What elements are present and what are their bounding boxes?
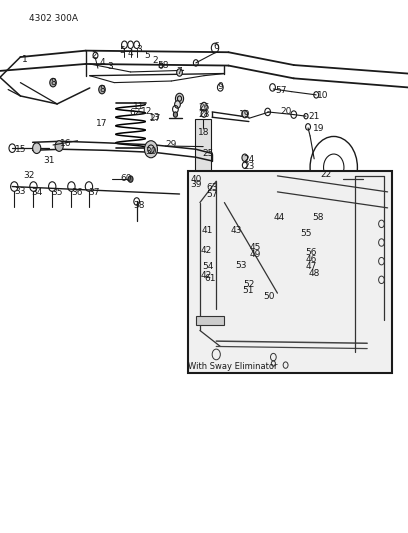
Text: 19: 19 [239, 110, 251, 118]
Text: 38: 38 [133, 201, 144, 210]
Text: 2: 2 [152, 56, 158, 65]
Text: 2: 2 [91, 51, 97, 60]
Text: 45: 45 [249, 244, 261, 252]
Text: 25: 25 [202, 149, 214, 158]
Text: 39: 39 [190, 180, 202, 189]
Text: 4: 4 [99, 58, 105, 67]
Circle shape [33, 143, 41, 154]
Text: 42: 42 [201, 271, 212, 279]
Text: 50: 50 [264, 292, 275, 301]
Circle shape [177, 69, 182, 76]
Text: 57: 57 [276, 86, 287, 95]
Circle shape [242, 110, 248, 118]
Bar [188, 171, 392, 373]
Text: 17: 17 [96, 119, 108, 128]
Text: 8: 8 [99, 85, 105, 94]
Text: 1: 1 [22, 55, 27, 64]
Text: 32: 32 [23, 172, 34, 180]
Text: 35: 35 [51, 189, 63, 197]
Text: 47: 47 [306, 262, 317, 271]
Circle shape [201, 102, 207, 111]
Circle shape [173, 112, 177, 117]
Text: 52: 52 [243, 280, 255, 288]
Text: 4302 300A: 4302 300A [29, 14, 78, 23]
Text: 27: 27 [149, 114, 161, 123]
Circle shape [175, 93, 184, 104]
Circle shape [242, 154, 248, 161]
Text: 23: 23 [243, 162, 255, 171]
Text: 11: 11 [133, 102, 144, 111]
Text: 21: 21 [308, 112, 320, 120]
Text: 61: 61 [205, 274, 216, 282]
Text: 18: 18 [198, 128, 210, 136]
Circle shape [128, 176, 133, 182]
Text: 36: 36 [72, 189, 83, 197]
Text: 30: 30 [145, 147, 157, 156]
Text: 58: 58 [313, 213, 324, 222]
Bar [195, 119, 211, 175]
Circle shape [99, 85, 105, 94]
Text: 42: 42 [201, 246, 212, 255]
Text: 51: 51 [242, 286, 254, 295]
Text: 63: 63 [206, 183, 218, 192]
Text: 24: 24 [243, 156, 255, 164]
Text: 34: 34 [31, 189, 42, 197]
Text: 29: 29 [166, 141, 177, 149]
Text: 28: 28 [198, 110, 210, 119]
Text: 5: 5 [144, 51, 150, 60]
Text: 10: 10 [317, 92, 328, 100]
Circle shape [50, 78, 56, 87]
Circle shape [144, 141, 157, 158]
Text: 26: 26 [198, 103, 210, 112]
Text: 40: 40 [190, 175, 202, 183]
Text: 31: 31 [43, 157, 55, 165]
Text: 3: 3 [136, 45, 142, 53]
Text: 22: 22 [321, 170, 332, 179]
Text: 12: 12 [141, 108, 153, 116]
Text: 41: 41 [202, 227, 213, 235]
Text: 54: 54 [202, 262, 214, 271]
Text: 4: 4 [128, 49, 133, 58]
Text: 9: 9 [217, 83, 223, 91]
Circle shape [175, 101, 180, 108]
Text: 6: 6 [213, 43, 219, 51]
Text: 48: 48 [308, 269, 320, 278]
Text: 53: 53 [235, 261, 246, 270]
Text: 37: 37 [88, 189, 100, 197]
Text: 7: 7 [177, 68, 182, 76]
Circle shape [55, 141, 63, 151]
Text: 19: 19 [313, 125, 324, 133]
Bar [196, 316, 224, 325]
Text: 15: 15 [15, 145, 26, 154]
Text: 20: 20 [280, 108, 291, 116]
Text: 49: 49 [249, 251, 261, 259]
Text: 13: 13 [149, 113, 161, 122]
Text: 56: 56 [306, 248, 317, 257]
Text: 16: 16 [60, 140, 71, 148]
Text: 46: 46 [306, 255, 317, 264]
Text: 62: 62 [129, 109, 140, 117]
Text: 44: 44 [274, 213, 285, 222]
Text: 55: 55 [300, 229, 312, 238]
Text: 3: 3 [107, 62, 113, 70]
Text: 43: 43 [231, 226, 242, 235]
Text: With Sway Eliminator: With Sway Eliminator [188, 362, 277, 371]
Text: 57: 57 [206, 190, 218, 198]
Text: 58: 58 [157, 61, 169, 69]
Text: 8: 8 [50, 78, 56, 87]
Text: 5: 5 [120, 46, 125, 55]
Text: 60: 60 [121, 174, 132, 182]
Text: 33: 33 [15, 188, 26, 196]
Circle shape [213, 205, 217, 211]
